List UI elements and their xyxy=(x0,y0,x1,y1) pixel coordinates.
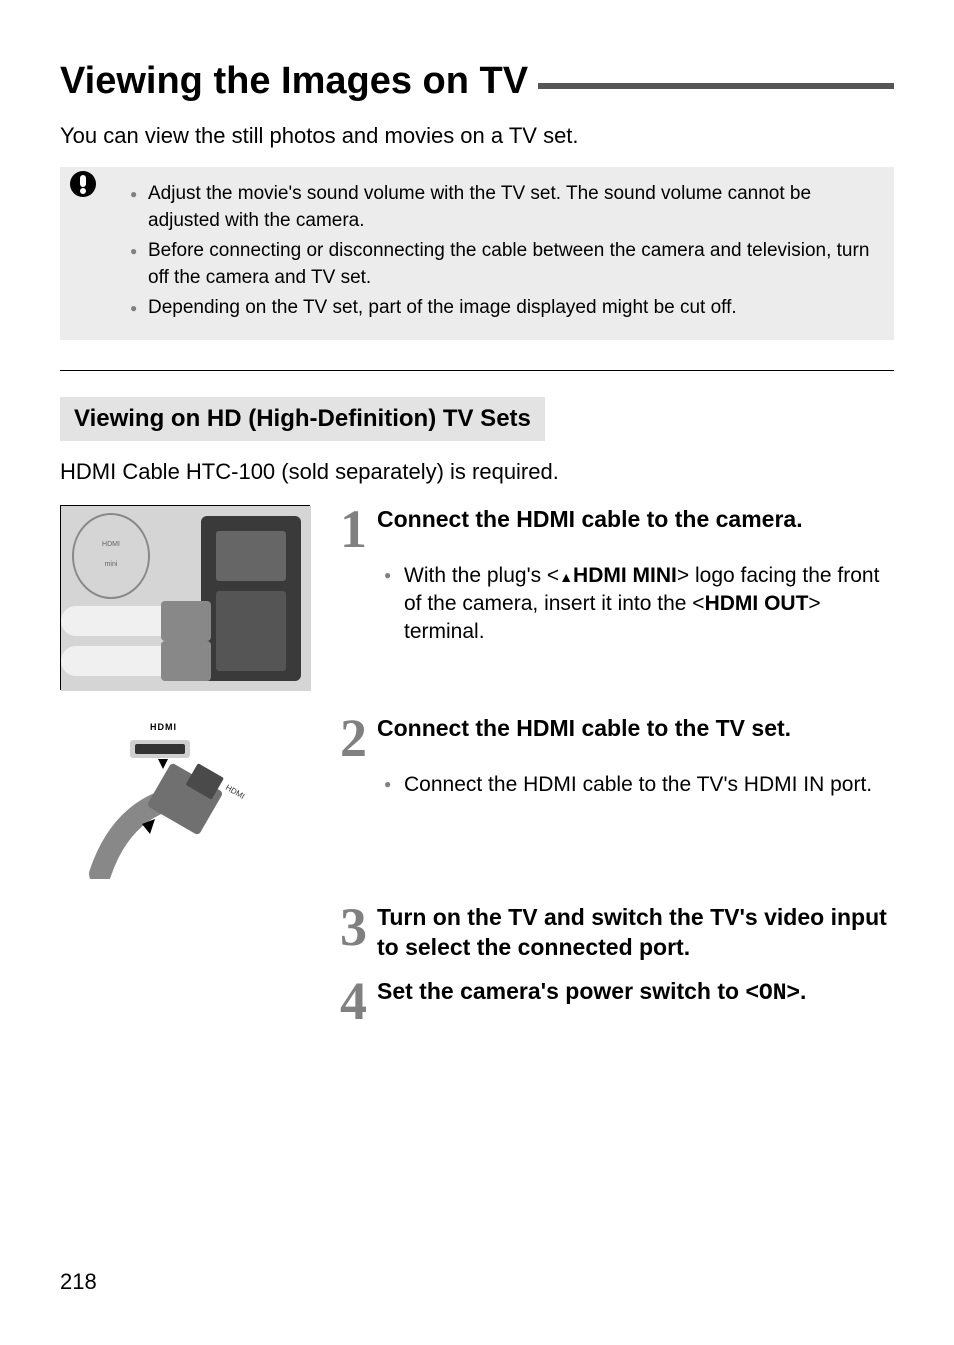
step-3-content: 3 Turn on the TV and switch the TV's vid… xyxy=(340,903,894,963)
title-text: Viewing the Images on TV xyxy=(60,60,528,103)
page-number: 218 xyxy=(60,1269,97,1295)
step-2-bullet: Connect the HDMI cable to the TV's HDMI … xyxy=(384,771,894,799)
step-2-row: HDMI HDMI 2 Connect the HDMI cable to th… xyxy=(60,714,894,879)
step-4-row: 4 Set the camera's power switch to <ON>. xyxy=(60,977,894,1026)
step-4-spacer xyxy=(60,977,330,1026)
step-2-image-wrap: HDMI HDMI xyxy=(60,714,330,879)
step-1-title: Connect the HDMI cable to the camera. xyxy=(377,505,803,535)
step-4-title: Set the camera's power switch to <ON>. xyxy=(377,977,806,1009)
text: With the plug's < xyxy=(404,564,559,587)
step-2-image: HDMI HDMI xyxy=(60,714,310,879)
step-1-image-wrap: HDMI mini xyxy=(60,505,330,690)
step-1-row: HDMI mini 1 Connect the HDMI cable to th… xyxy=(60,505,894,690)
step-2-title: Connect the HDMI cable to the TV set. xyxy=(377,714,791,744)
step-1-content: 1 Connect the HDMI cable to the camera. … xyxy=(340,505,894,690)
intro-text: You can view the still photos and movies… xyxy=(60,123,894,149)
page-title: Viewing the Images on TV xyxy=(60,60,894,103)
section-note: HDMI Cable HTC-100 (sold separately) is … xyxy=(60,459,894,485)
on-label: ON xyxy=(759,980,787,1006)
caution-icon xyxy=(68,169,98,199)
hdmi-out-label: HDMI OUT xyxy=(705,592,809,615)
caution-item: Depending on the TV set, part of the ima… xyxy=(130,295,876,322)
step-1-bullet: With the plug's <▲HDMI MINI> logo facing… xyxy=(384,562,894,647)
step-1-image: HDMI mini xyxy=(60,505,310,690)
caution-box: Adjust the movie's sound volume with the… xyxy=(60,167,894,340)
svg-text:HDMI: HDMI xyxy=(224,783,246,801)
section-divider xyxy=(60,370,894,371)
up-triangle-icon: ▲ xyxy=(559,569,573,585)
hdmi-port-label: HDMI xyxy=(150,722,177,732)
caution-item: Adjust the movie's sound volume with the… xyxy=(130,181,876,234)
step-2-body: Connect the HDMI cable to the TV's HDMI … xyxy=(384,771,894,799)
step-2-number: 2 xyxy=(340,714,367,763)
step-4-number: 4 xyxy=(340,977,367,1026)
svg-text:mini: mini xyxy=(105,561,118,568)
hdmi-mini-label: HDMI MINI xyxy=(573,564,677,587)
step-1-body: With the plug's <▲HDMI MINI> logo facing… xyxy=(384,562,894,647)
step-3-number: 3 xyxy=(340,903,367,952)
step-3-title: Turn on the TV and switch the TV's video… xyxy=(377,903,894,963)
step-1-number: 1 xyxy=(340,505,367,554)
step-4-content: 4 Set the camera's power switch to <ON>. xyxy=(340,977,894,1026)
step-2-content: 2 Connect the HDMI cable to the TV set. … xyxy=(340,714,894,879)
caution-item: Before connecting or disconnecting the c… xyxy=(130,238,876,291)
section-header: Viewing on HD (High-Definition) TV Sets xyxy=(60,397,545,441)
svg-text:HDMI: HDMI xyxy=(102,541,120,548)
text: >. xyxy=(787,978,807,1004)
step-3-spacer xyxy=(60,903,330,963)
text: Set the camera's power switch to < xyxy=(377,978,759,1004)
caution-list: Adjust the movie's sound volume with the… xyxy=(130,181,876,322)
title-rule xyxy=(538,83,894,89)
step-3-row: 3 Turn on the TV and switch the TV's vid… xyxy=(60,903,894,963)
